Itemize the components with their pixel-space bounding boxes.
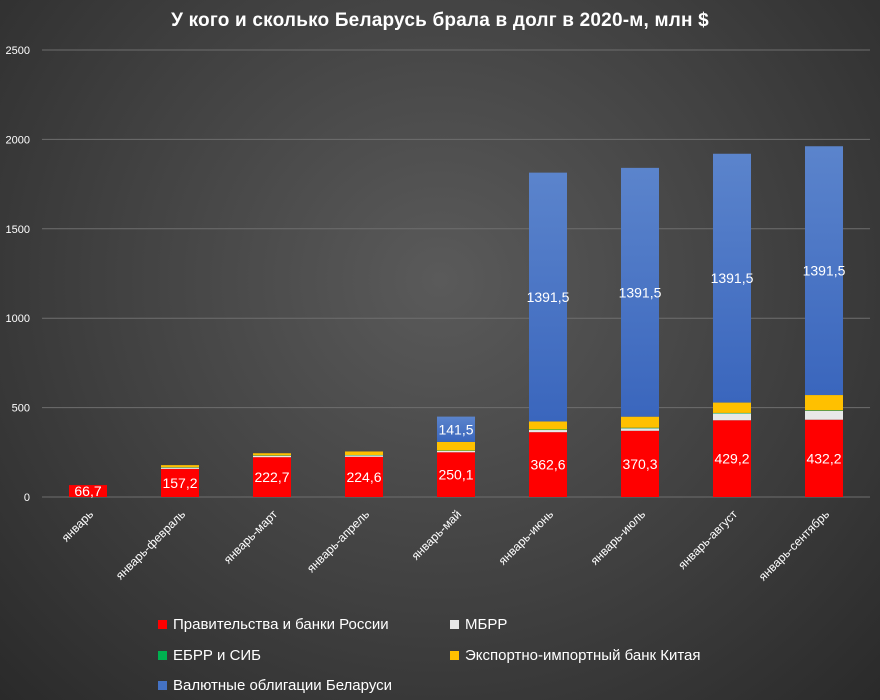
bar-segment xyxy=(345,456,383,497)
x-tick-label: январь-сентябрь xyxy=(756,507,832,583)
bar-segment xyxy=(529,172,567,422)
data-label: 222,7 xyxy=(254,469,289,485)
bar-segment xyxy=(713,412,751,414)
bar-segment xyxy=(437,450,475,453)
x-tick-label: январь-май xyxy=(409,507,465,563)
bar-segment xyxy=(437,416,475,442)
bar-segment xyxy=(805,410,843,411)
x-tick-label: январь-апрель xyxy=(304,507,372,575)
data-label: 250,1 xyxy=(438,467,473,483)
bar-segment xyxy=(345,451,383,456)
bar-segment xyxy=(529,430,567,433)
bar-segment xyxy=(253,453,291,456)
y-tick-label: 500 xyxy=(12,403,30,415)
bar-segment xyxy=(713,413,751,421)
data-label: 1391,5 xyxy=(711,270,754,286)
bar-segment xyxy=(161,465,199,468)
bar-segment xyxy=(805,419,843,497)
x-tick-label: январь-февраль xyxy=(113,507,188,582)
bar-segment xyxy=(161,467,199,469)
bar-segment xyxy=(253,455,291,458)
bar-segment xyxy=(69,485,107,497)
data-label: 370,3 xyxy=(622,456,657,472)
bar-segment xyxy=(805,395,843,411)
bar-segment xyxy=(713,402,751,413)
bar-segment xyxy=(621,167,659,417)
bar-segment xyxy=(529,432,567,497)
y-tick-label: 0 xyxy=(24,492,30,504)
data-label: 66,7 xyxy=(74,483,101,499)
bar-segment xyxy=(161,468,199,497)
data-label: 157,2 xyxy=(162,475,197,491)
x-tick-label: январь-июль xyxy=(588,507,649,568)
data-label: 1391,5 xyxy=(803,263,846,279)
y-tick-label: 2500 xyxy=(6,45,30,57)
x-tick-label: январь-август xyxy=(675,507,740,572)
y-tick-label: 2000 xyxy=(6,134,30,146)
bar-segment xyxy=(529,421,567,430)
x-tick-label: январь-март xyxy=(221,507,281,567)
data-label: 432,2 xyxy=(806,450,841,466)
x-tick-label: январь-июнь xyxy=(496,507,556,567)
bar-segment xyxy=(621,430,659,497)
y-tick-label: 1000 xyxy=(6,313,30,325)
data-label: 1391,5 xyxy=(619,284,662,300)
data-label: 429,2 xyxy=(714,451,749,467)
data-label: 1391,5 xyxy=(527,289,570,305)
bar-segment xyxy=(713,420,751,497)
data-label: 141,5 xyxy=(438,421,473,437)
x-tick-label: январь xyxy=(59,507,96,544)
data-label: 362,6 xyxy=(530,457,565,473)
bar-segment xyxy=(621,416,659,428)
bar-segment xyxy=(437,452,475,497)
bar-segment xyxy=(345,455,383,457)
bar-segment xyxy=(437,441,475,451)
chart-title: У кого и сколько Беларусь брала в долг в… xyxy=(171,10,709,31)
bar-segment xyxy=(529,429,567,431)
y-tick-label: 1500 xyxy=(6,224,30,236)
data-label: 224,6 xyxy=(346,469,381,485)
bar-segment xyxy=(253,457,291,497)
bar-segment xyxy=(621,427,659,429)
bar-segment xyxy=(713,153,751,403)
bar-segment xyxy=(621,428,659,431)
bar-segment xyxy=(805,410,843,420)
bar-segment xyxy=(805,146,843,396)
